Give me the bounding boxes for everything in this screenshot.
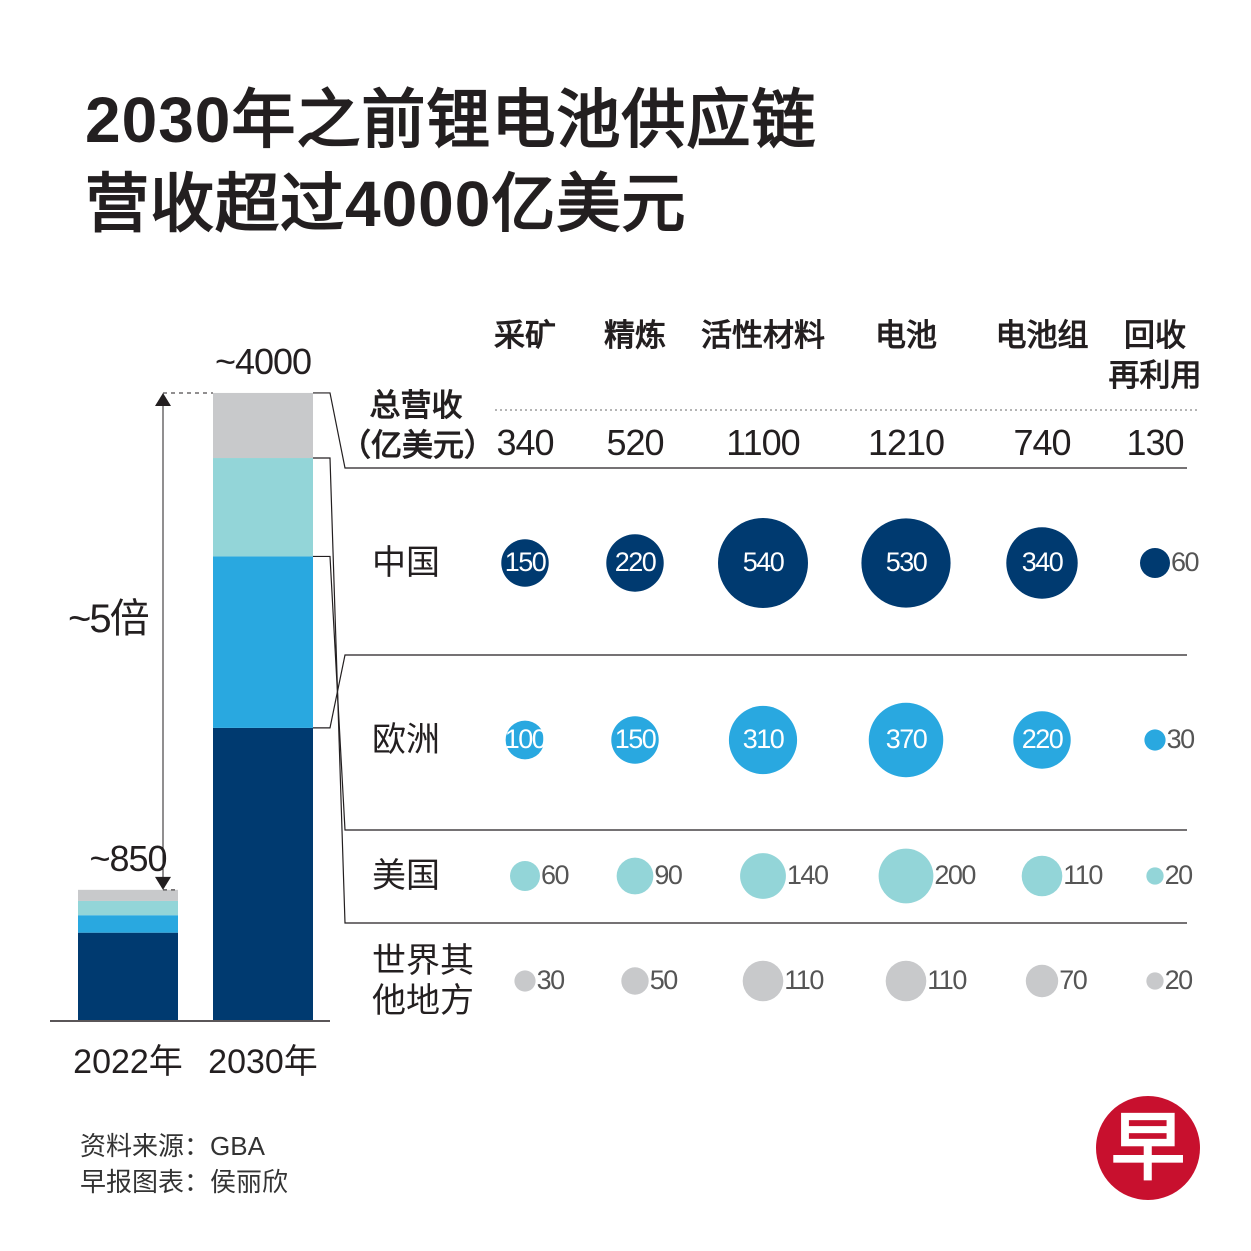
bubble-value-label: 220 — [1021, 724, 1064, 754]
bubble-世界其他地方-活性材料 — [742, 960, 784, 1002]
bubble-美国-回收再利用 — [1146, 867, 1164, 885]
row-separator — [313, 392, 1187, 469]
bubble-世界其他地方-电池 — [885, 960, 927, 1002]
bubble-欧洲-电池组 — [1013, 711, 1071, 769]
arrow-down-icon — [155, 876, 171, 890]
graphic-credit: 早报图表：侯丽欣 — [80, 1167, 289, 1197]
bubble-value-label: 530 — [885, 547, 928, 577]
bar-segment-2022年-世界其他地方 — [78, 889, 178, 901]
bubble-value-label: 20 — [1164, 965, 1194, 995]
bubble-value-label: 310 — [742, 724, 785, 754]
bubble-中国-电池组 — [1006, 527, 1078, 599]
bubble-value-label: 60 — [1171, 547, 1200, 577]
total-revenue-value: 340 — [496, 422, 554, 463]
bubble-美国-精炼 — [616, 857, 654, 895]
bubble-value-label: 140 — [786, 860, 829, 890]
bar-segment-2022年-美国 — [78, 900, 178, 916]
row-label: 欧洲 — [372, 721, 440, 759]
bubble-value-label: 60 — [541, 860, 570, 890]
row-label: 美国 — [372, 857, 440, 895]
bubble-世界其他地方-回收再利用 — [1146, 972, 1164, 990]
column-header: 回收 — [1124, 318, 1186, 353]
bubble-中国-活性材料 — [718, 518, 808, 608]
totals-unit-label: （亿美元） — [340, 428, 495, 463]
bar-segment-2022年-欧洲 — [78, 915, 178, 933]
bubble-value-label: 540 — [742, 547, 785, 577]
bar-segment-2030年-中国 — [213, 727, 313, 1020]
bubble-中国-采矿 — [501, 539, 549, 587]
bubble-value-label: 110 — [784, 965, 824, 995]
bar-segment-2022年-中国 — [78, 932, 178, 1020]
growth-label: ~5倍 — [68, 597, 150, 641]
bubble-value-label: 220 — [614, 547, 657, 577]
title-line-1: 2030年之前锂电池供应链 — [85, 84, 817, 156]
row-label: 世界其 — [372, 942, 474, 980]
bubble-美国-活性材料 — [740, 853, 786, 899]
bubble-美国-电池组 — [1021, 855, 1063, 897]
bubble-世界其他地方-精炼 — [621, 967, 649, 995]
total-revenue-value: 520 — [606, 422, 664, 463]
total-revenue-value: 130 — [1126, 422, 1184, 463]
column-header: 活性材料 — [701, 318, 825, 353]
totals-label: 总营收 — [369, 388, 463, 423]
bubble-value-label: 370 — [885, 724, 928, 754]
bar-segment-2030年-欧洲 — [213, 556, 313, 728]
bubble-value-label: 150 — [614, 724, 657, 754]
total-revenue-value: 1100 — [726, 422, 800, 463]
total-revenue-value: 740 — [1013, 422, 1071, 463]
column-header: 再利用 — [1108, 358, 1202, 393]
bubble-value-label: 20 — [1164, 860, 1194, 890]
bubble-美国-采矿 — [510, 861, 540, 891]
column-header: 采矿 — [494, 318, 556, 353]
column-header: 电池组 — [995, 318, 1089, 353]
bar-segment-2030年-美国 — [213, 458, 313, 557]
bubble-中国-精炼 — [606, 534, 664, 592]
row-label: 中国 — [372, 544, 440, 582]
bar-total-label: ~4000 — [214, 340, 312, 382]
bar-category-label: 2022年 — [73, 1043, 183, 1081]
bubble-value-label: 30 — [1166, 724, 1196, 754]
total-revenue-value: 1210 — [867, 422, 945, 463]
bubble-欧洲-采矿 — [505, 720, 545, 760]
column-header: 精炼 — [604, 318, 666, 353]
zaobao-logo: 早 — [1096, 1096, 1200, 1200]
row-separator — [313, 457, 1187, 924]
bubble-美国-电池 — [878, 848, 934, 904]
source-credit: 资料来源：GBA — [80, 1131, 265, 1161]
bar-category-label: 2030年 — [208, 1043, 318, 1081]
bar-segment-2030年-世界其他地方 — [213, 392, 313, 459]
bubble-value-label: 90 — [654, 860, 683, 890]
arrow-up-icon — [155, 392, 171, 406]
bubble-世界其他地方-采矿 — [514, 970, 536, 992]
bubble-value-label: 100 — [504, 724, 547, 754]
bubble-value-label: 50 — [649, 965, 679, 995]
bubble-value-label: 150 — [504, 547, 547, 577]
bubble-value-label: 70 — [1059, 965, 1088, 995]
bubble-欧洲-回收再利用 — [1144, 729, 1166, 751]
column-header: 电池 — [875, 318, 937, 353]
bar-total-label: ~850 — [89, 837, 167, 879]
bubble-中国-电池 — [861, 518, 951, 608]
logo-text: 早 — [1111, 1105, 1185, 1191]
bubble-value-label: 340 — [1021, 547, 1064, 577]
title-line-2: 营收超过4000亿美元 — [85, 168, 687, 240]
bubble-value-label: 200 — [934, 860, 976, 890]
bubble-value-label: 30 — [536, 965, 566, 995]
bubble-欧洲-活性材料 — [728, 705, 798, 775]
bubble-世界其他地方-电池组 — [1025, 964, 1059, 998]
bubble-value-label: 110 — [1063, 860, 1103, 890]
bubble-中国-回收再利用 — [1140, 548, 1170, 578]
bubble-欧洲-精炼 — [611, 716, 659, 764]
row-label: 他地方 — [372, 982, 474, 1020]
bubble-value-label: 110 — [927, 965, 967, 995]
bubble-欧洲-电池 — [868, 702, 944, 778]
